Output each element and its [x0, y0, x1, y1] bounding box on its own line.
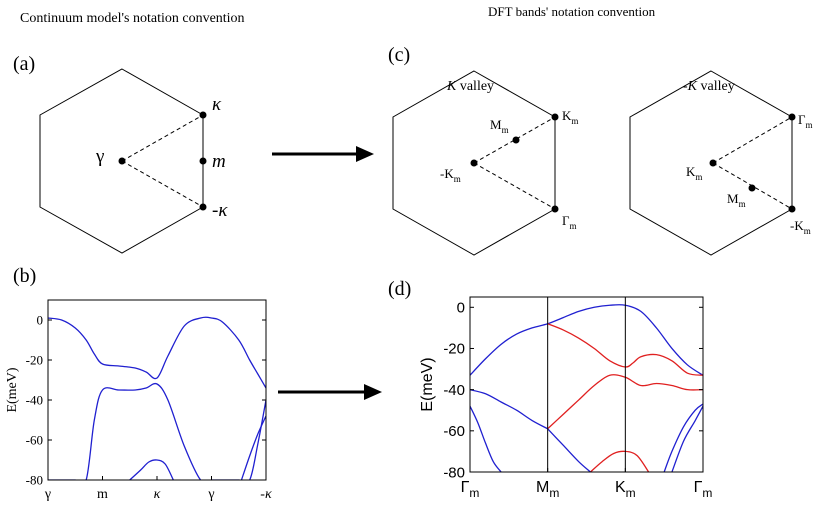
chart-b-series-3 — [240, 415, 266, 480]
chart-b-xtick-label-1: m — [97, 487, 108, 502]
label-minus-km: -Km — [440, 166, 461, 184]
label-km-2-main: K — [686, 164, 696, 179]
panel-label-b: (b) — [13, 265, 36, 287]
label-gm-2: Γm — [798, 112, 813, 130]
label-gamma: γ — [95, 146, 104, 167]
label-mm-2-sub: m — [739, 199, 746, 209]
point-kappa — [199, 111, 207, 119]
chart-d-xtick-label-1: Mm — [536, 479, 559, 500]
chart-d-ytick-label-1: -20 — [443, 341, 465, 358]
label-minus-km-2-main: -K — [790, 218, 804, 233]
k-valley-title: K valley — [446, 79, 494, 94]
chart-d-ytick-label-4: -80 — [443, 464, 465, 481]
chart-b-ylabel: E(meV) — [5, 367, 20, 412]
label-gm: Γm — [562, 213, 577, 231]
panel-label-c: (c) — [388, 44, 410, 66]
arrow-bottom — [278, 384, 382, 400]
chart-d-ytick-label-2: -40 — [443, 382, 465, 399]
panel-label-a: (a) — [13, 53, 35, 75]
dashed-line-mk-1 — [712, 116, 793, 164]
chart-d-xtick-label-3: Γm — [694, 479, 713, 500]
label-gm-sub: m — [570, 221, 577, 231]
label-gm-main: Γ — [562, 213, 570, 228]
chart-d-series-0 — [470, 304, 703, 376]
panel-a-brillouin-zone: γ κ m -κ — [39, 68, 228, 254]
label-minus-kappa: -κ — [212, 200, 228, 221]
label-mm-2: Mm — [727, 191, 746, 209]
panel-c-k-valley: K valley Mm Km -Km Γm — [392, 70, 578, 256]
minus-k-valley-title: -K valley — [683, 79, 735, 94]
chart-b-xtick-label-2: κ — [154, 487, 161, 502]
label-mm-2-main: M — [727, 191, 739, 206]
dashed-line-k-1 — [473, 116, 556, 164]
dashed-line-gamma-kappa — [121, 114, 204, 162]
chart-d-series-1 — [470, 389, 548, 430]
chart-b-axes-box — [47, 299, 267, 481]
label-minus-km-sub: m — [454, 174, 461, 184]
chart-d-series-5 — [589, 450, 650, 472]
chart-b-ytick-label-3: -60 — [26, 433, 43, 448]
label-mm: Mm — [490, 117, 509, 135]
label-km: Km — [562, 108, 578, 126]
point-gamma — [118, 157, 126, 165]
label-km-main: K — [562, 108, 572, 123]
label-kappa: κ — [212, 94, 222, 115]
chart-b-ytick-label-1: -20 — [26, 353, 43, 368]
label-minus-km-main: -K — [440, 166, 454, 181]
chart-d-ytick-label-3: -60 — [443, 423, 465, 440]
chart-d-xtick-label-0: Γm — [461, 479, 480, 500]
label-mm-main: M — [490, 117, 502, 132]
chart-b-ytick-label-2: -40 — [26, 393, 43, 408]
chart-d-series-2 — [470, 405, 502, 472]
right-heading: DFT bands' notation convention — [488, 4, 656, 19]
chart-b-series-0 — [48, 316, 266, 389]
chart-d-series-group — [470, 304, 703, 472]
chart-b-xtick-label-3: γ — [207, 487, 214, 502]
arrow-top — [272, 146, 374, 162]
point-minus-km — [470, 159, 478, 167]
chart-d-series-8 — [671, 405, 703, 472]
chart-b-xtick-label-0: γ — [44, 487, 51, 502]
point-minus-kappa — [199, 203, 207, 211]
point-km — [551, 113, 559, 121]
chart-b-series-group — [48, 316, 266, 480]
label-minus-km-2: -Km — [790, 218, 811, 236]
chart-d-xtick-label-2: Km — [615, 479, 636, 500]
left-heading: Continuum model's notation convention — [20, 11, 245, 26]
chart-b-xtick-label-4: -κ — [260, 487, 272, 502]
point-minus-km-2 — [788, 205, 796, 213]
chart-d-series-3 — [547, 323, 703, 376]
point-gm — [551, 205, 559, 213]
label-km-sub: m — [571, 116, 578, 126]
point-mm — [512, 136, 520, 144]
chart-d-series-6 — [547, 428, 591, 472]
panel-c-minus-k-valley: -K valley Γm Km Mm -Km — [629, 70, 813, 256]
chart-d-series-7 — [663, 403, 703, 472]
dashed-line-gamma-minus-kappa — [121, 160, 204, 208]
label-km-2: Km — [686, 164, 702, 182]
dashed-line-k-2 — [473, 162, 556, 210]
chart-b: 0-20-40-60-80γ m κ γ -κE(meV) — [5, 299, 272, 502]
label-km-2-sub: m — [695, 172, 702, 182]
chart-d-axes-box — [469, 296, 704, 473]
point-m — [199, 157, 207, 165]
chart-b-series-2 — [129, 459, 174, 480]
label-minus-km-2-sub: m — [804, 226, 811, 236]
label-m: m — [212, 151, 226, 172]
chart-b-ytick-label-0: 0 — [37, 313, 44, 328]
label-gm-2-sub: m — [806, 120, 813, 130]
point-km-2 — [709, 159, 717, 167]
chart-d-ytick-label-0: 0 — [457, 300, 465, 317]
label-mm-sub: m — [502, 125, 509, 135]
point-gm-2 — [788, 113, 796, 121]
label-gm-2-main: Γ — [798, 112, 806, 127]
chart-b-ytick-label-4: -80 — [26, 473, 43, 488]
panel-label-d: (d) — [388, 278, 411, 300]
chart-d-ylabel: E(meV) — [419, 357, 436, 411]
point-mm-2 — [748, 184, 756, 192]
chart-b-series-1 — [48, 382, 266, 480]
